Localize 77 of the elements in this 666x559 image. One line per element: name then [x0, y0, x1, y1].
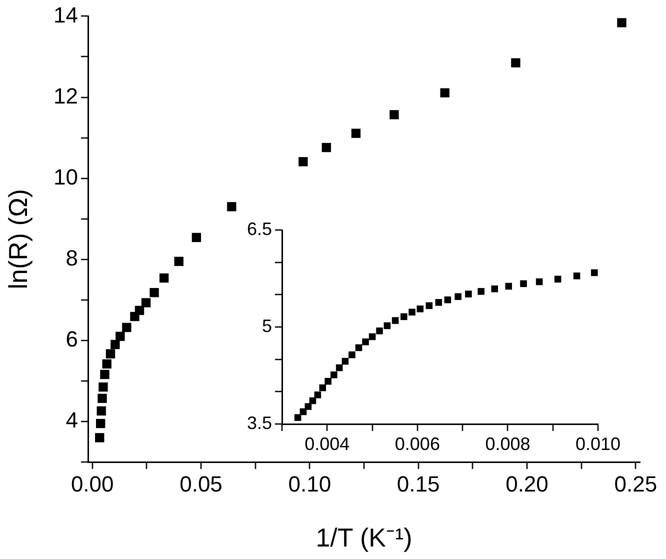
y-tick-label: 10: [54, 164, 78, 190]
y-axis-title: ln(R) (Ω): [2, 188, 33, 290]
point: [96, 418, 106, 428]
y-tick-label: 4: [66, 408, 78, 433]
point: [122, 322, 132, 332]
point: [348, 351, 356, 358]
point: [330, 371, 338, 378]
point: [110, 340, 120, 350]
point: [102, 359, 112, 369]
point: [304, 403, 312, 410]
y-tick-label: 3.5: [246, 412, 272, 433]
point: [294, 414, 302, 421]
point: [416, 306, 424, 312]
x-tick-label: 0.25: [614, 471, 658, 496]
point: [617, 18, 626, 28]
point: [573, 272, 580, 280]
point: [192, 232, 202, 242]
y-tick-label: 8: [66, 245, 78, 270]
point: [444, 296, 452, 304]
point: [336, 364, 343, 372]
point: [298, 157, 308, 166]
point: [322, 142, 331, 152]
point: [554, 276, 562, 283]
point: [384, 322, 391, 330]
point: [440, 88, 450, 98]
point: [454, 293, 462, 300]
point: [116, 332, 125, 341]
point: [491, 285, 498, 292]
point: [100, 370, 110, 380]
x-tick-label: 0.15: [396, 471, 440, 496]
y-tick-label: 14: [54, 2, 78, 28]
point: [505, 282, 512, 290]
y-tick-label: 12: [54, 83, 78, 108]
point: [400, 313, 408, 320]
point: [392, 317, 399, 324]
point: [227, 202, 236, 212]
point: [319, 384, 326, 392]
point: [96, 406, 106, 416]
point: [98, 394, 107, 403]
point: [478, 288, 484, 295]
point: [362, 338, 369, 346]
point: [342, 358, 349, 365]
point: [95, 433, 104, 442]
x-tick-label: 0.05: [180, 471, 222, 496]
point: [408, 308, 416, 316]
x-axis-title: 1/T (K⁻¹): [316, 522, 412, 553]
point: [390, 110, 399, 120]
point: [376, 327, 383, 334]
point: [106, 349, 116, 358]
point: [426, 302, 433, 310]
x-tick-label: 0.006: [394, 434, 440, 454]
y-tick-label: 5: [262, 316, 272, 336]
x-tick-label: 0.004: [304, 434, 350, 454]
point: [174, 256, 184, 266]
point: [134, 306, 144, 316]
point: [590, 269, 598, 276]
y-tick-label: 6.5: [246, 218, 272, 239]
point: [98, 382, 108, 392]
point: [150, 288, 159, 298]
point: [314, 392, 322, 398]
point: [511, 58, 520, 68]
point: [159, 273, 169, 283]
x-tick-label: 0.010: [575, 434, 621, 454]
point: [324, 378, 332, 385]
point: [355, 344, 362, 352]
point: [536, 278, 543, 286]
y-tick-label: 6: [66, 326, 78, 352]
point: [351, 128, 361, 138]
x-tick-label: 0.20: [506, 471, 548, 496]
point: [368, 333, 376, 340]
point: [465, 290, 472, 298]
x-tick-label: 0.00: [70, 471, 114, 496]
x-tick-label: 0.10: [288, 471, 332, 496]
x-tick-label: 0.008: [485, 434, 530, 454]
point: [520, 280, 527, 288]
point: [435, 299, 442, 306]
point: [141, 298, 151, 308]
